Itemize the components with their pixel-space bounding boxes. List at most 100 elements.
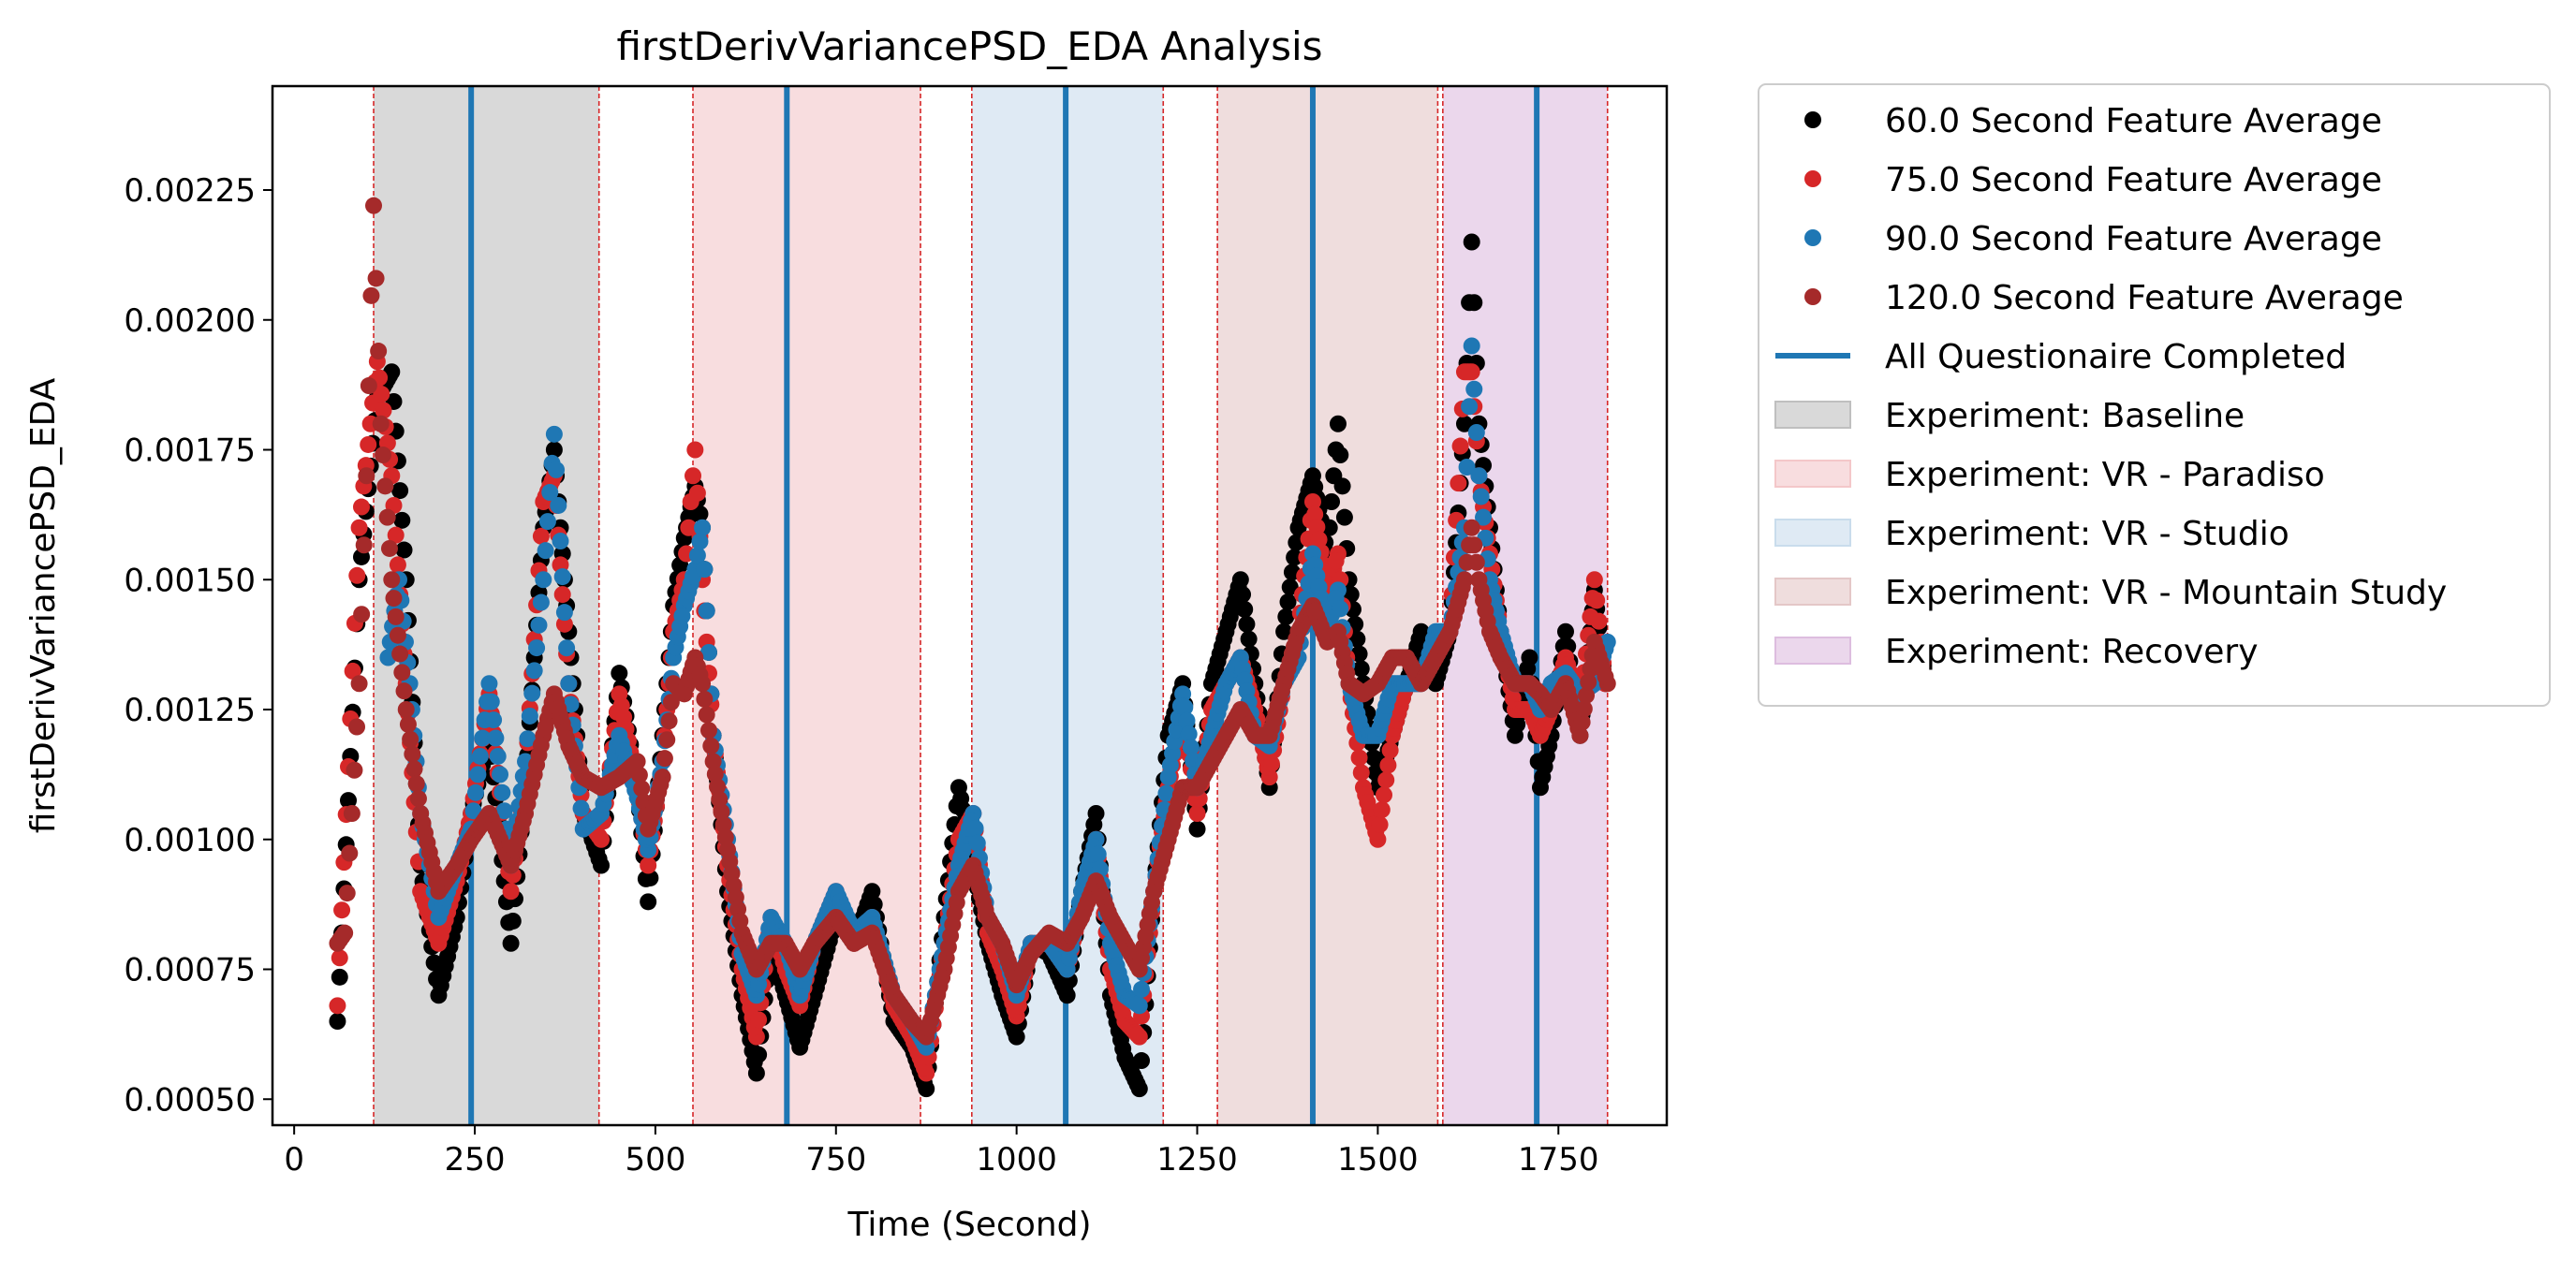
data-point: [1240, 630, 1258, 648]
data-point: [948, 894, 965, 912]
x-tick-label: 1750: [1518, 1141, 1599, 1179]
data-point: [1373, 801, 1391, 819]
data-point: [331, 968, 348, 986]
data-point: [699, 643, 717, 661]
data-point: [360, 377, 377, 395]
data-point: [1597, 667, 1614, 685]
data-point: [698, 706, 715, 724]
data-point: [1580, 673, 1597, 691]
data-point: [1463, 337, 1480, 355]
data-point: [1238, 615, 1256, 633]
legend-marker: [1804, 288, 1821, 305]
data-point: [340, 792, 358, 810]
y-tick-label: 0.00175: [124, 432, 256, 470]
data-point: [706, 765, 724, 783]
data-point: [560, 675, 578, 693]
data-point: [344, 662, 361, 680]
legend-item: Experiment: VR - Studio: [1774, 515, 2289, 553]
data-point: [1234, 586, 1252, 604]
data-points: [329, 197, 1616, 1098]
data-point: [660, 712, 678, 730]
y-tick-label: 0.00200: [124, 302, 256, 340]
data-point: [1453, 578, 1471, 596]
legend-label: 90.0 Second Feature Average: [1885, 220, 2382, 258]
data-point: [1467, 424, 1485, 441]
data-point: [750, 1046, 768, 1063]
data-point: [1333, 477, 1351, 495]
data-point: [572, 799, 590, 817]
legend-item: Experiment: VR - Paradiso: [1774, 456, 2325, 494]
data-point: [528, 639, 546, 657]
data-point: [395, 682, 413, 700]
data-point: [521, 707, 538, 725]
data-point: [1335, 508, 1353, 526]
data-point: [405, 760, 423, 778]
data-point: [383, 571, 401, 589]
legend-item: 90.0 Second Feature Average: [1804, 220, 2382, 258]
data-point: [329, 1013, 346, 1030]
legend-box: [1758, 83, 2551, 707]
data-point: [1451, 437, 1469, 455]
data-point: [558, 639, 576, 657]
data-point: [1352, 764, 1370, 782]
data-point: [966, 819, 984, 837]
data-point: [1575, 700, 1593, 718]
data-point: [731, 912, 749, 930]
legend-item: Experiment: Recovery: [1774, 633, 2259, 671]
data-point: [1465, 380, 1483, 398]
data-point: [1262, 754, 1280, 772]
data-point: [1479, 612, 1496, 630]
data-point: [694, 519, 712, 536]
data-point: [393, 664, 411, 681]
data-point: [538, 513, 556, 531]
data-point: [402, 730, 420, 748]
data-point: [492, 766, 509, 783]
data-point: [1277, 608, 1295, 625]
data-point: [1176, 698, 1194, 716]
data-point: [1379, 756, 1397, 774]
x-tick-label: 750: [805, 1141, 866, 1179]
data-point: [365, 197, 383, 214]
data-point: [555, 615, 573, 633]
data-point: [502, 934, 520, 952]
data-point: [487, 729, 505, 747]
data-point: [704, 753, 722, 770]
data-point: [662, 694, 680, 711]
x-tick-label: 1000: [976, 1141, 1057, 1179]
data-point: [1465, 536, 1483, 554]
legend: 60.0 Second Feature Average 75.0 Second F…: [1758, 83, 2551, 707]
data-point: [691, 505, 709, 522]
y-tick-label: 0.00100: [124, 822, 256, 859]
data-point: [702, 737, 720, 754]
data-point: [1556, 622, 1574, 640]
data-point: [1327, 552, 1345, 570]
legend-label: 60.0 Second Feature Average: [1885, 102, 2382, 140]
data-point: [698, 602, 715, 620]
data-point: [1178, 711, 1196, 729]
data-point: [1585, 571, 1603, 589]
legend-label: 120.0 Second Feature Average: [1885, 279, 2404, 317]
data-point: [537, 542, 554, 560]
data-point: [552, 533, 569, 550]
data-point: [1114, 1040, 1132, 1058]
data-point: [389, 556, 406, 574]
data-point: [1215, 630, 1233, 648]
data-point: [1188, 820, 1206, 838]
data-point: [633, 780, 651, 798]
legend-label: Experiment: Recovery: [1885, 633, 2259, 671]
data-point: [333, 928, 351, 945]
legend-item: All Questionaire Completed: [1775, 338, 2347, 376]
legend-item: 75.0 Second Feature Average: [1804, 161, 2382, 199]
data-point: [716, 828, 734, 846]
data-point: [640, 857, 657, 874]
data-point: [590, 827, 608, 845]
data-point: [489, 747, 507, 765]
data-point: [409, 790, 427, 808]
legend-label: Experiment: VR - Paradiso: [1885, 456, 2325, 494]
data-point: [1128, 1026, 1146, 1044]
data-point: [1275, 622, 1293, 640]
data-point: [1470, 467, 1488, 485]
x-tick-label: 1250: [1156, 1141, 1238, 1179]
data-point: [658, 731, 676, 749]
data-point: [1281, 578, 1299, 596]
